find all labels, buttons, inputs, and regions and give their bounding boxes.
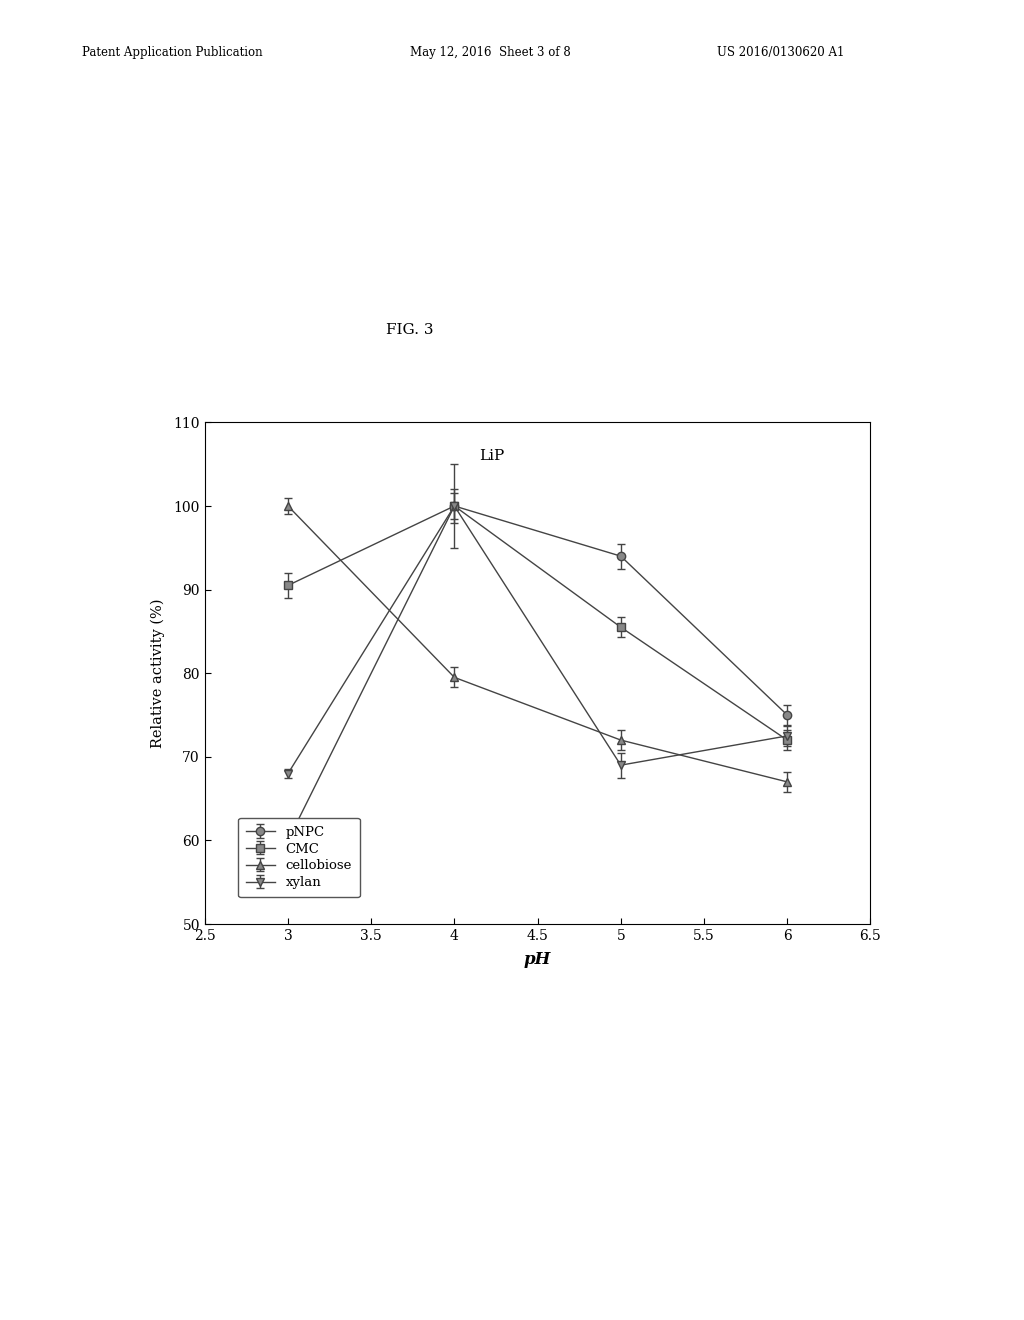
X-axis label: pH: pH — [524, 952, 551, 968]
Text: FIG. 3: FIG. 3 — [386, 323, 433, 338]
Text: US 2016/0130620 A1: US 2016/0130620 A1 — [717, 46, 844, 59]
Text: May 12, 2016  Sheet 3 of 8: May 12, 2016 Sheet 3 of 8 — [410, 46, 570, 59]
Legend: pNPC, CMC, cellobiose, xylan: pNPC, CMC, cellobiose, xylan — [238, 817, 359, 898]
Text: LiP: LiP — [479, 449, 505, 463]
Text: Patent Application Publication: Patent Application Publication — [82, 46, 262, 59]
Y-axis label: Relative activity (%): Relative activity (%) — [151, 598, 165, 748]
